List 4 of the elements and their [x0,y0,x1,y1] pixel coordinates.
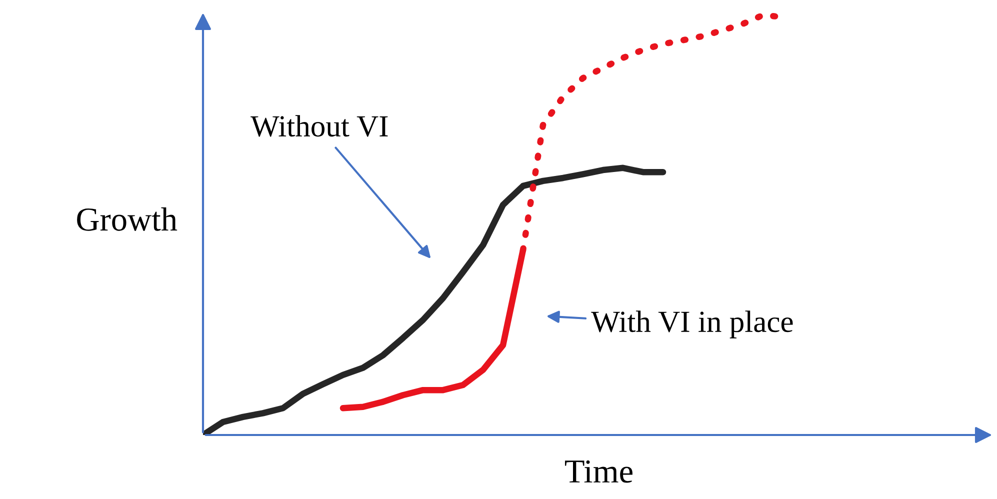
text: Without VI [250,115,388,137]
y-axis-title: Growth [77,207,178,231]
text: With VI in place [591,310,793,338]
x-axis-title: Time [565,460,632,483]
